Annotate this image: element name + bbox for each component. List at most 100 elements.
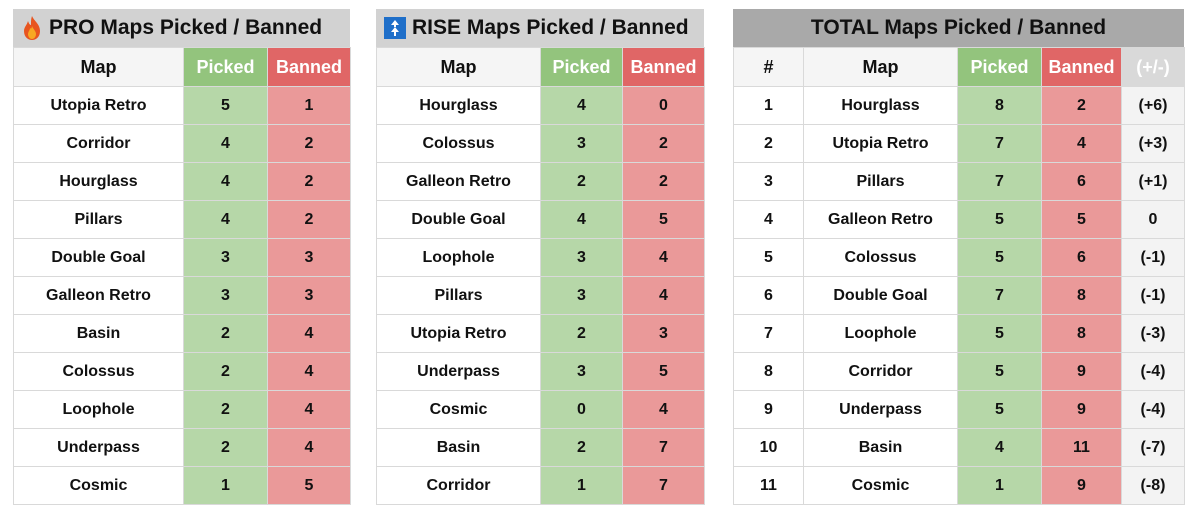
picked-cell: 4 bbox=[183, 124, 268, 163]
pro-col-map: Map bbox=[13, 47, 184, 87]
picked-cell: 1 bbox=[540, 466, 623, 505]
table-row: Hourglass 4 0 bbox=[376, 86, 705, 125]
pro-header-row: Map Picked Banned bbox=[13, 47, 351, 87]
picked-cell: 2 bbox=[183, 428, 268, 467]
banned-cell: 7 bbox=[622, 466, 705, 505]
pro-title: PRO Maps Picked / Banned bbox=[49, 16, 323, 39]
banned-cell: 11 bbox=[1041, 428, 1122, 467]
map-cell: Basin bbox=[803, 428, 958, 467]
banned-cell: 3 bbox=[622, 314, 705, 353]
picked-cell: 7 bbox=[957, 124, 1042, 163]
picked-cell: 5 bbox=[957, 352, 1042, 391]
table-row: Basin 2 7 bbox=[376, 428, 705, 467]
banned-cell: 4 bbox=[1041, 124, 1122, 163]
rank-cell: 1 bbox=[733, 86, 804, 125]
picked-cell: 5 bbox=[957, 238, 1042, 277]
map-cell: Utopia Retro bbox=[803, 124, 958, 163]
diff-cell: (+6) bbox=[1121, 86, 1185, 125]
map-cell: Corridor bbox=[376, 466, 541, 505]
rise-arrows-icon bbox=[380, 13, 410, 43]
picked-cell: 4 bbox=[183, 200, 268, 239]
table-row: Corridor 1 7 bbox=[376, 466, 705, 505]
banned-cell: 6 bbox=[1041, 238, 1122, 277]
pro-col-picked: Picked bbox=[183, 47, 268, 87]
banned-cell: 2 bbox=[622, 162, 705, 201]
rise-col-map: Map bbox=[376, 47, 541, 87]
banned-cell: 9 bbox=[1041, 466, 1122, 505]
rank-cell: 11 bbox=[733, 466, 804, 505]
banned-cell: 9 bbox=[1041, 390, 1122, 429]
diff-cell: (-8) bbox=[1121, 466, 1185, 505]
table-row: Basin 2 4 bbox=[13, 314, 351, 353]
diff-cell: (-4) bbox=[1121, 352, 1185, 391]
picked-cell: 2 bbox=[540, 162, 623, 201]
map-cell: Loophole bbox=[376, 238, 541, 277]
picked-cell: 4 bbox=[540, 200, 623, 239]
picked-cell: 3 bbox=[540, 124, 623, 163]
total-col-picked: Picked bbox=[957, 47, 1042, 87]
picked-cell: 2 bbox=[540, 428, 623, 467]
table-row: Pillars 4 2 bbox=[13, 200, 351, 239]
total-col-rank: # bbox=[733, 47, 804, 87]
map-cell: Loophole bbox=[803, 314, 958, 353]
map-cell: Galleon Retro bbox=[13, 276, 184, 315]
map-cell: Cosmic bbox=[376, 390, 541, 429]
map-cell: Hourglass bbox=[376, 86, 541, 125]
banned-cell: 5 bbox=[622, 352, 705, 391]
map-cell: Underpass bbox=[376, 352, 541, 391]
picked-cell: 2 bbox=[183, 314, 268, 353]
rise-title-bar: RISE Maps Picked / Banned bbox=[376, 9, 704, 47]
map-cell: Colossus bbox=[803, 238, 958, 277]
banned-cell: 2 bbox=[267, 124, 351, 163]
table-row: Galleon Retro 2 2 bbox=[376, 162, 705, 201]
diff-cell: (-4) bbox=[1121, 390, 1185, 429]
total-col-banned: Banned bbox=[1041, 47, 1122, 87]
diff-cell: (-1) bbox=[1121, 276, 1185, 315]
map-cell: Double Goal bbox=[376, 200, 541, 239]
picked-cell: 5 bbox=[957, 314, 1042, 353]
banned-cell: 5 bbox=[622, 200, 705, 239]
banned-cell: 5 bbox=[1041, 200, 1122, 239]
table-row: 4 Galleon Retro 5 5 0 bbox=[733, 200, 1185, 239]
picked-cell: 7 bbox=[957, 162, 1042, 201]
banned-cell: 8 bbox=[1041, 314, 1122, 353]
table-row: Underpass 2 4 bbox=[13, 428, 351, 467]
picked-cell: 5 bbox=[957, 200, 1042, 239]
map-cell: Pillars bbox=[803, 162, 958, 201]
picked-cell: 1 bbox=[957, 466, 1042, 505]
banned-cell: 3 bbox=[267, 276, 351, 315]
table-row: Colossus 3 2 bbox=[376, 124, 705, 163]
total-col-diff: (+/-) bbox=[1121, 47, 1185, 87]
map-cell: Colossus bbox=[13, 352, 184, 391]
map-cell: Corridor bbox=[803, 352, 958, 391]
banned-cell: 4 bbox=[622, 238, 705, 277]
map-cell: Pillars bbox=[376, 276, 541, 315]
map-cell: Galleon Retro bbox=[376, 162, 541, 201]
table-row: Double Goal 4 5 bbox=[376, 200, 705, 239]
diff-cell: (-7) bbox=[1121, 428, 1185, 467]
rise-header-row: Map Picked Banned bbox=[376, 47, 705, 87]
banned-cell: 4 bbox=[622, 276, 705, 315]
table-row: Hourglass 4 2 bbox=[13, 162, 351, 201]
rank-cell: 3 bbox=[733, 162, 804, 201]
pro-title-bar: PRO Maps Picked / Banned bbox=[13, 9, 350, 47]
table-row: Loophole 2 4 bbox=[13, 390, 351, 429]
picked-cell: 4 bbox=[540, 86, 623, 125]
banned-cell: 4 bbox=[267, 428, 351, 467]
total-title-bar: TOTAL Maps Picked / Banned bbox=[733, 9, 1184, 47]
picked-cell: 3 bbox=[540, 352, 623, 391]
table-row: Corridor 4 2 bbox=[13, 124, 351, 163]
picked-cell: 2 bbox=[183, 352, 268, 391]
table-row: 2 Utopia Retro 7 4 (+3) bbox=[733, 124, 1185, 163]
diff-cell: (-3) bbox=[1121, 314, 1185, 353]
banned-cell: 1 bbox=[267, 86, 351, 125]
rise-col-banned: Banned bbox=[622, 47, 705, 87]
pro-panel: PRO Maps Picked / Banned Map Picked Bann… bbox=[13, 9, 351, 505]
table-row: Utopia Retro 5 1 bbox=[13, 86, 351, 125]
diff-cell: (+1) bbox=[1121, 162, 1185, 201]
map-cell: Corridor bbox=[13, 124, 184, 163]
map-cell: Double Goal bbox=[803, 276, 958, 315]
table-row: 8 Corridor 5 9 (-4) bbox=[733, 352, 1185, 391]
banned-cell: 8 bbox=[1041, 276, 1122, 315]
map-cell: Underpass bbox=[803, 390, 958, 429]
